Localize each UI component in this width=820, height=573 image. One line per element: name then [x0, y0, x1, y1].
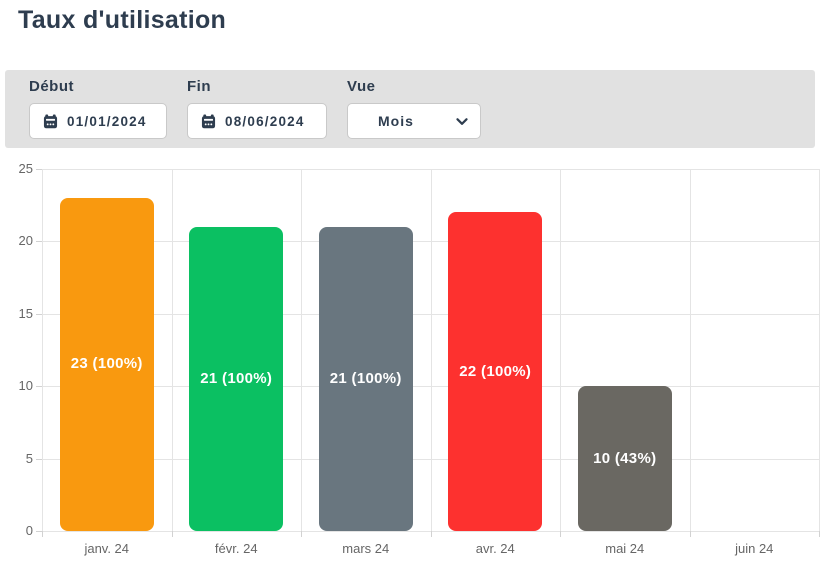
end-date-field: Fin 08/06/2024 — [187, 78, 327, 139]
y-axis-tick-label: 10 — [18, 378, 33, 394]
x-gridline — [560, 169, 561, 531]
x-gridline — [431, 169, 432, 531]
end-date-value: 08/06/2024 — [225, 113, 305, 129]
x-axis-tick-label: mai 24 — [605, 541, 645, 556]
y-axis-tick — [36, 241, 42, 243]
y-axis-tick — [36, 169, 42, 170]
y-axis-tick-label: 15 — [18, 305, 33, 321]
y-axis-tick — [36, 531, 42, 532]
y-axis-tick-label: 25 — [18, 161, 33, 176]
bar-janv-24[interactable] — [59, 197, 154, 531]
x-axis-tick-label: janv. 24 — [84, 541, 130, 556]
bar-mai-24[interactable] — [577, 386, 672, 531]
start-date-input[interactable]: 01/01/2024 — [29, 103, 167, 139]
x-axis-tick — [301, 531, 302, 537]
y-axis-tick — [36, 458, 42, 460]
bar-fevr-24[interactable] — [189, 226, 284, 531]
bar-value-label: 21 (100%) — [329, 369, 402, 387]
start-date-label: Début — [29, 78, 74, 95]
bar-value-label: 22 (100%) — [459, 362, 532, 380]
x-axis-tick — [172, 531, 173, 537]
x-axis-tick-label: mars 24 — [342, 541, 390, 556]
bar-value-label: 10 (43%) — [593, 449, 657, 467]
bar-mars-24[interactable] — [318, 226, 413, 531]
view-field: Vue Mois — [347, 78, 481, 139]
bar-avr-24[interactable] — [448, 212, 543, 531]
filter-bar: Début 01/01/2024 Fin — [5, 70, 815, 148]
y-axis-tick — [36, 313, 42, 315]
bar-value-label: 21 (100%) — [200, 369, 273, 387]
end-date-label: Fin — [187, 78, 211, 95]
utilization-chart: 0 5 10 15 20 25 janv. 24 23 (100%) févr. 24 21 (1… — [0, 155, 820, 573]
x-axis-tick — [690, 531, 691, 537]
start-date-value: 01/01/2024 — [67, 113, 147, 129]
x-axis-tick-label: avr. 24 — [475, 541, 515, 556]
end-date-input[interactable]: 08/06/2024 — [187, 103, 327, 139]
bar-value-label: 23 (100%) — [70, 355, 143, 373]
x-gridline — [301, 169, 302, 531]
x-gridline — [690, 169, 691, 531]
start-date-field: Début 01/01/2024 — [29, 78, 167, 139]
x-axis-tick-label: févr. 24 — [214, 541, 258, 556]
x-axis-tick-label: juin 24 — [735, 541, 774, 556]
calendar-icon — [43, 113, 58, 129]
x-axis-tick — [431, 531, 432, 537]
x-gridline — [172, 169, 173, 531]
page-title: Taux d'utilisation — [18, 6, 227, 34]
view-label: Vue — [347, 78, 376, 95]
y-axis-tick-label: 20 — [18, 233, 33, 249]
y-axis-tick — [36, 386, 42, 388]
y-axis-tick-label: 5 — [25, 450, 33, 466]
x-axis-tick — [560, 531, 561, 537]
y-axis-tick-label: 0 — [25, 523, 33, 538]
x-gridline — [42, 169, 43, 531]
x-axis-tick — [42, 531, 43, 537]
view-select[interactable]: Mois — [347, 103, 481, 139]
calendar-icon — [201, 113, 216, 129]
view-select-value: Mois — [378, 113, 414, 129]
chevron-down-icon — [456, 118, 468, 126]
